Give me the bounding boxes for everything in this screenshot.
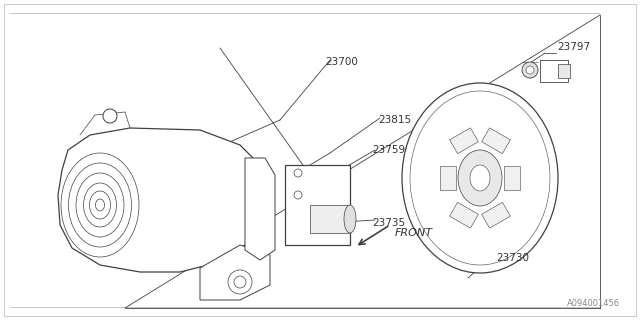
Ellipse shape (402, 83, 558, 273)
Circle shape (526, 66, 534, 74)
Ellipse shape (61, 153, 139, 257)
Bar (482, 128, 510, 154)
Ellipse shape (83, 183, 116, 227)
Circle shape (103, 109, 117, 123)
Bar (450, 202, 478, 228)
Bar (450, 128, 478, 154)
Circle shape (228, 270, 252, 294)
Circle shape (294, 191, 302, 199)
Ellipse shape (76, 173, 124, 237)
Circle shape (522, 62, 538, 78)
Ellipse shape (68, 163, 131, 247)
Text: 23730: 23730 (496, 253, 529, 263)
Bar (482, 202, 510, 228)
Ellipse shape (458, 150, 502, 206)
Bar (310, 205, 350, 233)
Text: A094001456: A094001456 (567, 299, 620, 308)
Polygon shape (58, 128, 260, 272)
Polygon shape (245, 158, 275, 260)
Text: 23759: 23759 (372, 145, 405, 155)
Bar (504, 166, 520, 190)
Polygon shape (200, 245, 270, 300)
Circle shape (234, 276, 246, 288)
Bar (285, 165, 350, 245)
Text: 23797: 23797 (557, 42, 590, 52)
Text: 23700: 23700 (325, 57, 358, 67)
Bar (558, 64, 570, 78)
Ellipse shape (470, 165, 490, 191)
Ellipse shape (410, 91, 550, 265)
Text: 23735: 23735 (372, 218, 405, 228)
Bar (540, 60, 568, 82)
Text: FRONT: FRONT (395, 228, 433, 238)
Ellipse shape (344, 205, 356, 233)
Ellipse shape (95, 199, 104, 211)
Text: 23815: 23815 (378, 115, 411, 125)
Ellipse shape (90, 191, 111, 219)
Circle shape (294, 169, 302, 177)
Bar (440, 166, 456, 190)
